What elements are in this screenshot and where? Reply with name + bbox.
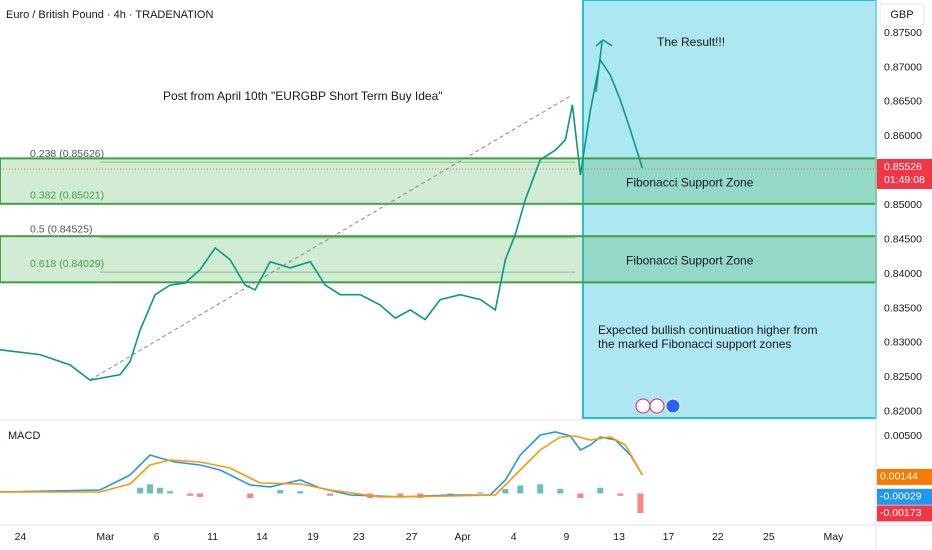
event-icon[interactable] xyxy=(665,398,681,414)
value-badge xyxy=(877,468,932,485)
y-tick-label: 0.82000 xyxy=(884,406,922,418)
macd-title: MACD xyxy=(8,430,40,442)
y-tick-label: 0.83500 xyxy=(884,302,922,314)
fib-label: 0.5 (0.84525) xyxy=(30,224,92,236)
x-tick-label: 13 xyxy=(613,531,625,543)
result-box xyxy=(582,0,877,419)
macd-histogram-bar xyxy=(577,493,584,499)
x-tick-label: 23 xyxy=(353,531,365,543)
symbol-title: Euro / British Pound · 4h · TRADENATION xyxy=(6,9,213,21)
y-tick-label: 0.87500 xyxy=(884,27,922,39)
macd-histogram-bar xyxy=(517,485,524,494)
x-tick-label: 17 xyxy=(663,531,675,543)
x-tick-label: 11 xyxy=(207,531,218,543)
y-tick-label: 0.86500 xyxy=(884,96,922,108)
price-line xyxy=(0,57,644,381)
y-tick-label: 0.82500 xyxy=(884,371,922,383)
macd-histogram-bar xyxy=(157,487,164,494)
fib-label: 0.618 (0.84029) xyxy=(30,258,104,270)
x-tick-label: 4 xyxy=(511,531,517,543)
currency[interactable]: GBP xyxy=(890,9,913,21)
value-badge-label: 0.00144 xyxy=(880,471,918,483)
x-tick-label: May xyxy=(824,531,845,543)
y-tick-label: 0.86000 xyxy=(884,130,922,142)
zone-label: Fibonacci Support Zone xyxy=(626,253,754,267)
countdown: 01:49:08 xyxy=(884,174,925,186)
macd-histogram-bar xyxy=(397,493,404,497)
macd-histogram-bar xyxy=(247,493,254,499)
macd-histogram-bar xyxy=(477,492,484,494)
macd-histogram-bar xyxy=(537,484,544,494)
macd-histogram-bar xyxy=(187,493,194,496)
annotation: The Result!!! xyxy=(657,35,725,49)
macd-tick-label: 0.00500 xyxy=(884,430,922,442)
value-badge-label: -0.00173 xyxy=(880,507,922,519)
x-tick-label: 19 xyxy=(307,531,319,543)
macd-histogram-bar xyxy=(137,487,144,494)
macd-histogram-bar xyxy=(297,491,304,494)
event-icon[interactable] xyxy=(635,398,651,414)
x-tick-label: Mar xyxy=(96,531,115,543)
macd-histogram-bar xyxy=(327,493,334,496)
x-tick-label: Apr xyxy=(454,531,471,543)
value-badge xyxy=(877,505,932,522)
macd-line xyxy=(0,431,643,498)
y-tick-label: 0.87000 xyxy=(884,61,922,73)
x-tick-label: 6 xyxy=(154,531,160,543)
macd-histogram-bar xyxy=(197,493,204,497)
macd-histogram-bar xyxy=(277,490,284,494)
x-tick-label: 27 xyxy=(406,531,418,543)
y-tick-label: 0.84500 xyxy=(884,233,922,245)
event-icon[interactable] xyxy=(649,398,665,414)
y-tick-label: 0.84000 xyxy=(884,268,922,280)
macd-histogram-bar xyxy=(617,493,624,496)
zone-label: Fibonacci Support Zone xyxy=(626,175,754,189)
x-tick-label: 24 xyxy=(15,531,27,543)
last-price-label: 0.85526 xyxy=(884,161,922,173)
annotation: Expected bullish continuation higher fro… xyxy=(598,323,817,337)
annotation: the marked Fibonacci support zones xyxy=(598,337,791,351)
annotation: Post from April 10th "EURGBP Short Term … xyxy=(163,89,443,103)
fib-label: 0.382 (0.85021) xyxy=(30,190,104,202)
currency-button[interactable] xyxy=(879,3,925,27)
y-tick-label: 0.85000 xyxy=(884,199,922,211)
x-tick-label: 25 xyxy=(763,531,775,543)
macd-histogram-bar xyxy=(637,493,644,514)
macd-histogram-bar xyxy=(597,487,604,494)
macd-histogram-bar xyxy=(557,488,564,494)
zone xyxy=(0,235,877,284)
macd-histogram-bar xyxy=(502,488,509,494)
macd-histogram-bar xyxy=(147,484,154,494)
x-tick-label: 22 xyxy=(712,531,724,543)
macd-line xyxy=(0,435,643,498)
fib-trend-line xyxy=(89,94,573,381)
value-badge-label: -0.00029 xyxy=(880,491,922,503)
last-price-badge xyxy=(877,158,932,189)
x-tick-label: 9 xyxy=(564,531,570,543)
x-tick-label: 14 xyxy=(256,531,268,543)
macd-histogram-bar xyxy=(167,491,174,494)
value-badge xyxy=(877,488,932,505)
fib-label: 0.238 (0.85626) xyxy=(30,148,104,160)
y-tick-label: 0.83000 xyxy=(884,337,922,349)
